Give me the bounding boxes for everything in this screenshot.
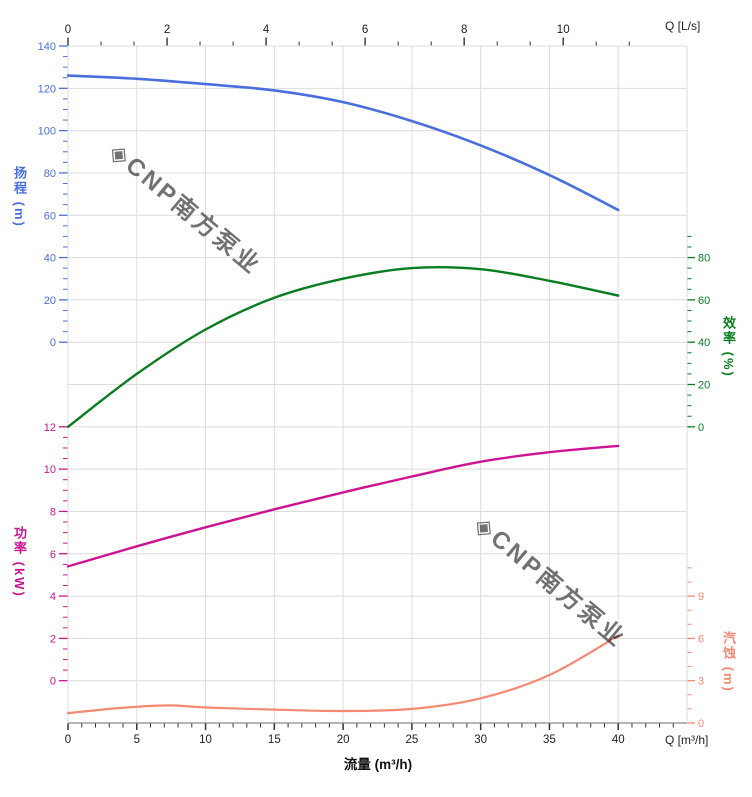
top-axis-unit-label: Q [L/s] [665, 19, 701, 33]
bottom-axis-unit-label: Q [m³/h] [665, 733, 709, 747]
top-axis-tick-label: 0 [65, 24, 71, 36]
npsh-axis-tick-label: 6 [698, 633, 704, 645]
top-axis-tick-label: 2 [164, 24, 170, 36]
head-axis-tick-label: 120 [38, 83, 56, 95]
power-axis-tick-label: 8 [50, 506, 56, 518]
efficiency-curve [66, 266, 620, 428]
head-axis-tick-label: 80 [44, 168, 56, 180]
flow-axis-title: 流量 (m³/h) [343, 757, 413, 772]
power-axis-title: 功率 (kW) [12, 526, 27, 598]
eff-axis-tick-label: 40 [698, 337, 710, 349]
bottom-axis-tick-label: 5 [134, 734, 140, 746]
npsh-axis-tick-label: 0 [698, 718, 704, 730]
top-axis-tick-label: 4 [263, 24, 270, 36]
head-axis-tick-label: 0 [50, 337, 56, 349]
head-axis-tick-label: 20 [44, 295, 56, 307]
eff-axis-tick-label: 60 [698, 295, 710, 307]
head-axis-tick-label: 140 [38, 41, 56, 53]
top-axis-tick-label: 8 [461, 24, 467, 36]
npsh-axis-tick-label: 3 [698, 676, 704, 688]
head-curve [66, 74, 620, 212]
power-axis-tick-label: 6 [50, 549, 56, 561]
power-curve [66, 444, 620, 568]
eff-axis-tick-label: 80 [698, 253, 710, 265]
power-axis-tick-label: 10 [44, 464, 56, 476]
bottom-axis-tick-label: 35 [543, 734, 556, 746]
npsh-axis-tick-label: 9 [698, 591, 704, 603]
power-axis-tick-label: 0 [50, 676, 56, 688]
power-axis-tick-label: 12 [44, 422, 56, 434]
npsh-axis-title: 汽蚀 (m) [721, 631, 736, 693]
bottom-axis-tick-label: 20 [337, 734, 350, 746]
top-axis-tick-label: 6 [362, 24, 368, 36]
bottom-axis-tick-label: 25 [405, 734, 418, 746]
top-axis-tick-label: 10 [557, 24, 570, 36]
head-axis-tick-label: 60 [44, 210, 56, 222]
head-axis-tick-label: 100 [38, 126, 56, 138]
bottom-axis-tick-label: 15 [268, 734, 281, 746]
npsh-curve [66, 634, 620, 715]
bottom-axis-tick-label: 40 [612, 734, 625, 746]
bottom-axis-tick-label: 30 [474, 734, 487, 746]
bottom-axis-tick-label: 0 [65, 734, 71, 746]
efficiency-axis-title: 效率 (%) [721, 316, 736, 378]
eff-axis-tick-label: 0 [698, 422, 704, 434]
power-axis-tick-label: 2 [50, 633, 56, 645]
head-axis-title: 扬程 (m) [12, 166, 27, 228]
eff-axis-tick-label: 20 [698, 380, 710, 392]
bottom-axis-tick-label: 10 [199, 734, 212, 746]
power-axis-tick-label: 4 [50, 591, 56, 603]
head-axis-tick-label: 40 [44, 253, 56, 265]
